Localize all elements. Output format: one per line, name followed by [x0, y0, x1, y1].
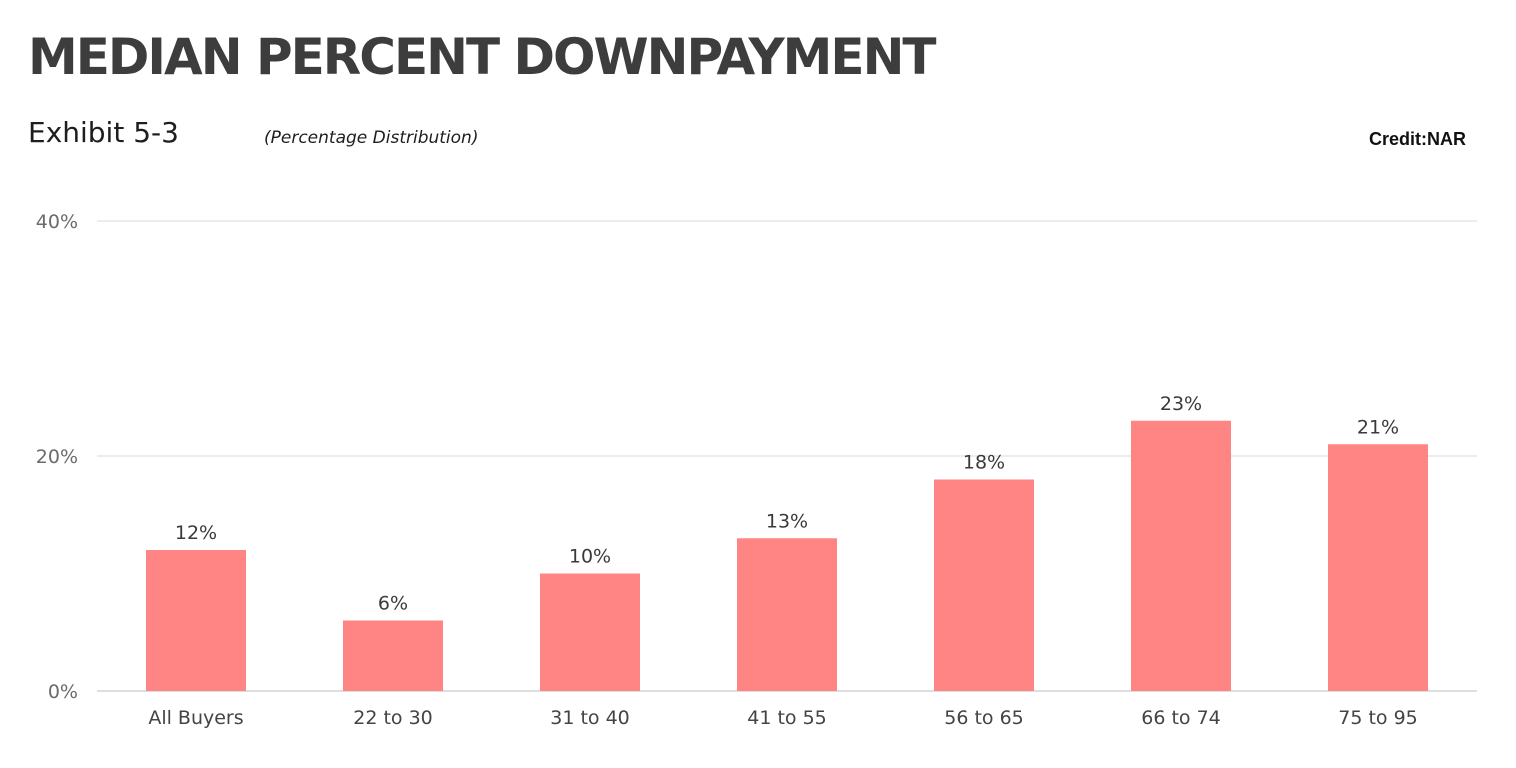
y-tick-label: 40% — [36, 211, 78, 233]
data-label: 12% — [175, 522, 217, 544]
bar — [343, 620, 443, 691]
y-tick-label: 0% — [48, 681, 78, 703]
data-label: 13% — [766, 510, 808, 532]
x-tick-label: 75 to 95 — [1338, 707, 1418, 729]
chart-subtitle: (Percentage Distribution) — [264, 128, 479, 148]
exhibit-label: Exhibit 5-3 — [28, 116, 179, 149]
bar — [146, 550, 246, 691]
bar — [1131, 420, 1231, 691]
bar — [934, 479, 1034, 691]
x-tick-label: 41 to 55 — [747, 707, 827, 729]
data-label: 6% — [378, 593, 408, 615]
bar — [737, 538, 837, 691]
data-label: 18% — [963, 452, 1005, 474]
data-label: 21% — [1357, 416, 1399, 438]
x-axis-labels: All Buyers 22 to 30 31 to 40 41 to 55 56 to … — [148, 707, 1417, 729]
x-tick-label: 66 to 74 — [1141, 707, 1221, 729]
bars — [146, 420, 1428, 691]
y-tick-label: 20% — [36, 446, 78, 468]
bar — [540, 573, 640, 691]
x-tick-label: 22 to 30 — [353, 707, 433, 729]
data-label: 10% — [569, 546, 611, 568]
x-tick-label: 31 to 40 — [550, 707, 630, 729]
bar — [1328, 444, 1428, 691]
credit-label: Credit:NAR — [1369, 129, 1466, 149]
x-tick-label: 56 to 65 — [944, 707, 1024, 729]
data-label: 23% — [1160, 393, 1202, 415]
y-axis-ticks: 0% 20% 40% — [36, 211, 78, 703]
data-labels: 12% 6% 10% 13% 18% 23% 21% — [175, 393, 1399, 615]
chart-title: MEDIAN PERCENT DOWNPAYMENT — [28, 28, 937, 86]
x-tick-label: All Buyers — [148, 707, 243, 729]
